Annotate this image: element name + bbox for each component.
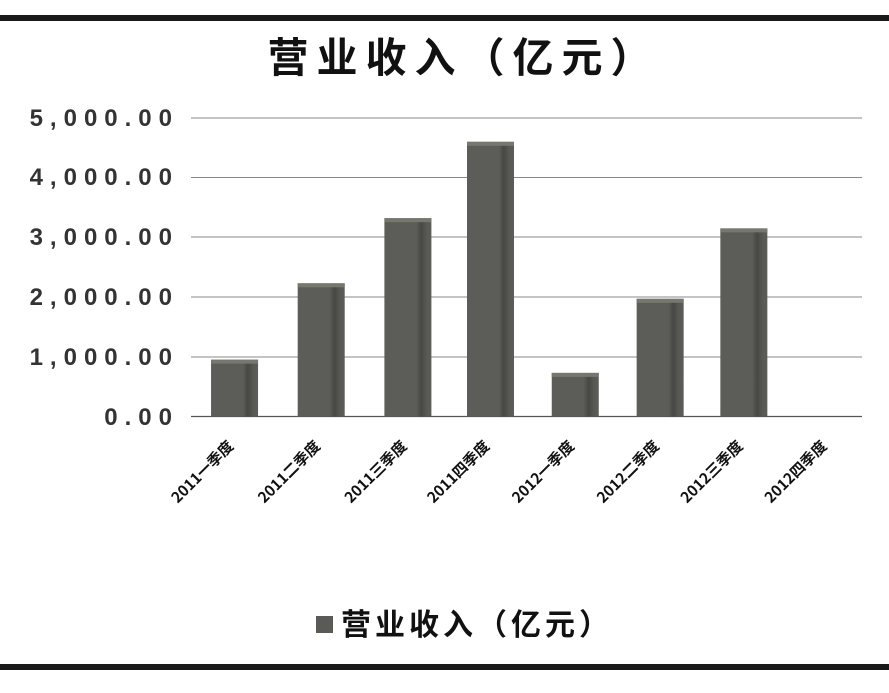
svg-text:2012三季度: 2012三季度 [676,436,748,508]
svg-text:2011三季度: 2011三季度 [340,436,412,508]
svg-text:2011一季度: 2011一季度 [166,436,238,508]
svg-text:2012二季度: 2012二季度 [592,436,664,508]
svg-text:2011四季度: 2011四季度 [422,436,494,508]
svg-text:2012一季度: 2012一季度 [507,436,579,508]
svg-text:2011二季度: 2011二季度 [253,436,325,508]
svg-text:2012四季度: 2012四季度 [760,436,832,508]
